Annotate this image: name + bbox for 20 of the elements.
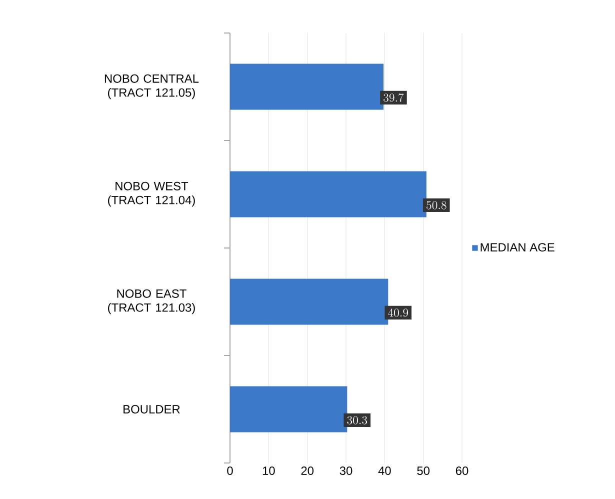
bar <box>230 278 388 325</box>
x-tick-label: 60 <box>456 466 468 475</box>
bar <box>230 64 384 110</box>
bar <box>230 386 348 432</box>
y-tick-label: BOULDER <box>124 405 180 414</box>
y-tick-label: NOBO CENTRAL (TRACT 121.05) <box>104 74 199 100</box>
data-label: 30.3 <box>347 416 368 424</box>
y-tick-label: NOBO WEST (TRACT 121.04) <box>108 182 195 207</box>
x-tick-label: 10 <box>262 466 275 475</box>
x-tick-label: 0 <box>227 466 233 475</box>
x-tick-label: 30 <box>340 466 352 475</box>
x-tick-label: 20 <box>301 466 314 475</box>
data-label: 40.9 <box>388 308 408 317</box>
data-label: 39.7 <box>384 93 404 102</box>
bar <box>230 171 426 218</box>
x-tick-label: 50 <box>417 466 430 475</box>
y-tick-label: NOBO EAST (TRACT 121.03) <box>108 289 195 314</box>
legend-label: MEDIAN AGE <box>480 243 554 252</box>
data-label: 50.8 <box>426 201 446 210</box>
x-tick-label: 40 <box>378 466 391 475</box>
